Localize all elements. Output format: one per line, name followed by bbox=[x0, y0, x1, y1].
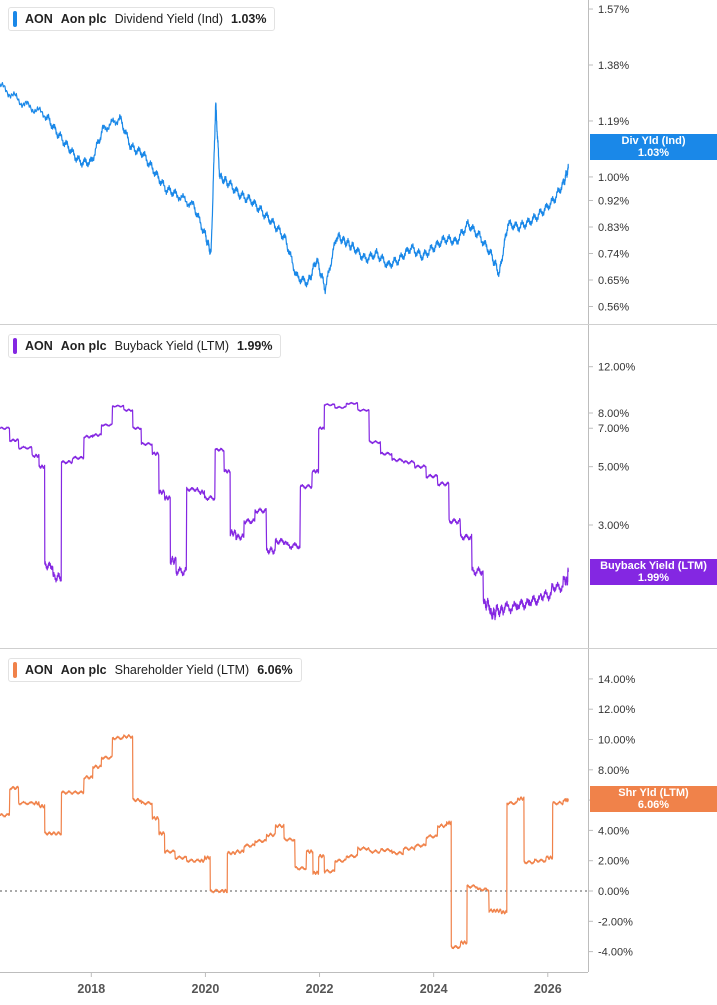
y-tick-label: 1.57% bbox=[598, 4, 629, 16]
series-line-dividend bbox=[0, 82, 569, 295]
x-tick-label: 2022 bbox=[306, 982, 334, 996]
x-tick-label: 2018 bbox=[77, 982, 105, 996]
y-tick-label: 12.00% bbox=[598, 704, 636, 716]
tag-buyback: Buyback Yield (LTM) 1.99% bbox=[590, 559, 717, 585]
legend-company: Aon plc bbox=[60, 339, 107, 353]
y-tick-label: 10.00% bbox=[598, 735, 636, 747]
y-tick-label: 14.00% bbox=[598, 674, 636, 686]
series-line-buyback bbox=[0, 401, 569, 621]
legend-swatch-buyback bbox=[13, 338, 17, 354]
y-tick-label: 0.00% bbox=[598, 886, 629, 898]
legend-swatch-dividend bbox=[13, 11, 17, 27]
y-tick-label: 1.19% bbox=[598, 116, 629, 128]
series-line-shareholder bbox=[0, 734, 569, 950]
tag-label: Buyback Yield (LTM) bbox=[600, 560, 707, 572]
legend-ticker: AON bbox=[25, 339, 53, 353]
tag-dividend: Div Yld (Ind) 1.03% bbox=[590, 134, 717, 160]
y-tick-label: 0.56% bbox=[598, 302, 629, 314]
tag-label: Shr Yld (LTM) bbox=[618, 787, 689, 799]
y-tick-label: 0.83% bbox=[598, 222, 629, 234]
y-tick-label: -4.00% bbox=[598, 947, 633, 959]
legend-swatch-shareholder bbox=[13, 662, 17, 678]
legend-company: Aon plc bbox=[60, 663, 107, 677]
y-tick-label: 1.00% bbox=[598, 172, 629, 184]
y-tick-label: 2.00% bbox=[598, 856, 629, 868]
x-tick-label: 2024 bbox=[420, 982, 448, 996]
x-tick-label: 2026 bbox=[534, 982, 562, 996]
tag-value: 1.99% bbox=[637, 572, 670, 584]
y-tick-label: 12.00% bbox=[598, 362, 636, 374]
y-tick-label: 0.74% bbox=[598, 248, 629, 260]
legend-ticker: AON bbox=[25, 12, 53, 26]
x-tick-label: 2020 bbox=[192, 982, 220, 996]
tag-value: 1.03% bbox=[637, 147, 670, 159]
tag-shareholder: Shr Yld (LTM) 6.06% bbox=[590, 786, 717, 812]
y-tick-label: -2.00% bbox=[598, 916, 633, 928]
legend-ticker: AON bbox=[25, 663, 53, 677]
legend-buyback[interactable]: AON Aon plc Buyback Yield (LTM) 1.99% bbox=[8, 334, 282, 358]
y-tick-label: 3.00% bbox=[598, 520, 629, 532]
y-tick-label: 4.00% bbox=[598, 825, 629, 837]
tag-value: 6.06% bbox=[637, 799, 670, 811]
tag-label: Div Yld (Ind) bbox=[621, 135, 686, 147]
legend-value: 1.03% bbox=[231, 12, 267, 26]
legend-dividend[interactable]: AON Aon plc Dividend Yield (Ind) 1.03% bbox=[8, 7, 276, 31]
y-tick-label: 7.00% bbox=[598, 423, 629, 435]
legend-metric: Dividend Yield (Ind) bbox=[114, 12, 224, 26]
y-tick-label: 0.65% bbox=[598, 275, 629, 287]
legend-company: Aon plc bbox=[60, 12, 107, 26]
legend-value: 6.06% bbox=[257, 663, 293, 677]
legend-metric: Shareholder Yield (LTM) bbox=[114, 663, 250, 677]
legend-value: 1.99% bbox=[237, 339, 273, 353]
y-tick-label: 8.00% bbox=[598, 765, 629, 777]
y-tick-label: 5.00% bbox=[598, 462, 629, 474]
legend-metric: Buyback Yield (LTM) bbox=[114, 339, 230, 353]
y-tick-label: 8.00% bbox=[598, 408, 629, 420]
legend-shareholder[interactable]: AON Aon plc Shareholder Yield (LTM) 6.06… bbox=[8, 658, 302, 682]
y-tick-label: 1.38% bbox=[598, 60, 629, 72]
y-tick-label: 0.92% bbox=[598, 195, 629, 207]
